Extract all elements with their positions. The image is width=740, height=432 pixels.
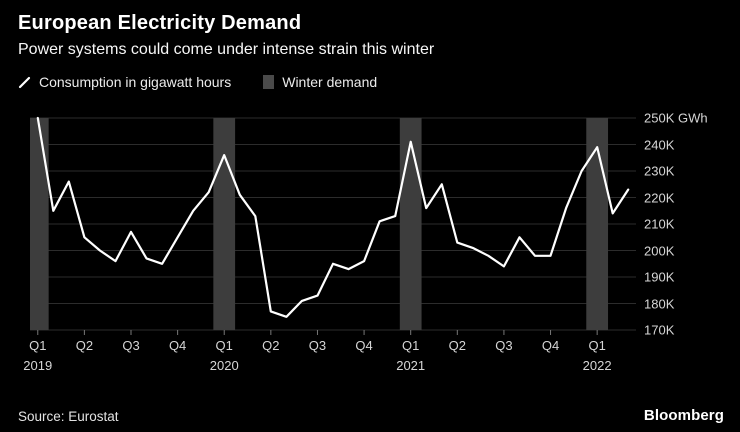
band-swatch-icon: [263, 75, 275, 89]
x-tick-label: Q3: [122, 338, 140, 353]
x-tick-label: Q2: [262, 338, 280, 353]
x-tick-label: Q1 2022: [582, 338, 612, 373]
y-tick-label: 200K: [644, 243, 675, 258]
y-tick-label: 190K: [644, 269, 675, 285]
y-tick-label: 170K: [644, 322, 675, 338]
winter-demand-band: [213, 118, 236, 330]
x-year-label: 2020: [209, 357, 239, 373]
x-tick-label: Q4: [355, 338, 373, 353]
y-tick-label: 230K: [644, 163, 675, 179]
x-tick-label: Q4: [168, 338, 187, 353]
consumption-line: [36, 116, 630, 318]
page-title: European Electricity Demand: [18, 12, 302, 34]
legend-item-consumption: Consumption in gigawatt hours: [18, 74, 231, 90]
x-year-label: 2021: [396, 357, 426, 373]
winter-demand-band: [30, 118, 49, 330]
legend-label-consumption: Consumption in gigawatt hours: [39, 74, 232, 90]
chart-subtitle: Power systems could come under intense s…: [18, 41, 435, 58]
x-tick-label: Q2: [448, 338, 466, 353]
legend-item-winter-demand: Winter demand: [263, 74, 377, 90]
source-note: Source: Eurostat: [18, 409, 119, 424]
chart-footer: Source: Eurostat Bloomberg: [18, 407, 724, 424]
y-tick-label: 210K: [644, 216, 675, 232]
x-year-label: 2022: [582, 357, 612, 373]
x-tick-label: Q3: [495, 338, 513, 353]
x-tick-label: Q1 2021: [396, 338, 426, 373]
x-tick-label: Q2: [75, 338, 94, 353]
legend: Consumption in gigawatt hours Winter dem…: [18, 74, 722, 90]
bloomberg-logo: Bloomberg: [643, 407, 724, 424]
winter-demand-band: [586, 118, 609, 330]
y-tick-label: 250K GWh: [644, 110, 708, 126]
x-year-label: 2019: [23, 357, 53, 373]
x-tick-label: Q1 2019: [23, 338, 53, 373]
winter-demand-band: [399, 118, 422, 330]
line-swatch-icon: [18, 76, 31, 88]
x-tick-label: Q4: [541, 338, 560, 353]
legend-label-winter-demand: Winter demand: [282, 74, 378, 90]
x-tick-label: Q1 2020: [209, 338, 239, 373]
y-tick-label: 240K: [644, 137, 675, 152]
y-tick-label: 220K: [644, 190, 675, 205]
x-tick-label: Q3: [308, 338, 327, 353]
y-tick-label: 180K: [644, 296, 675, 311]
chart-header: European Electricity Demand Power system…: [18, 12, 722, 90]
